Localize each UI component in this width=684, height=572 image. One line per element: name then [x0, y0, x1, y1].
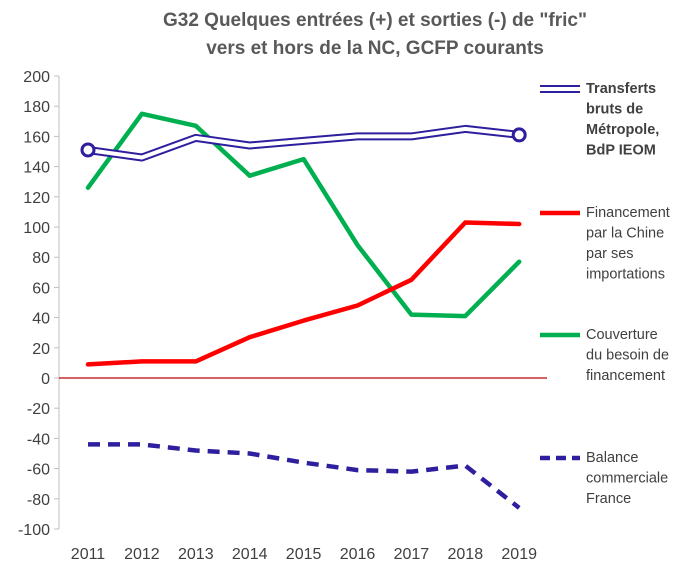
y-tick-label: -60 — [27, 462, 50, 479]
series-line — [85, 220, 522, 367]
y-tick-label: 120 — [23, 190, 50, 207]
y-tick-label: 60 — [32, 280, 50, 297]
x-tick-label: 2011 — [71, 546, 106, 563]
y-tick-label: -100 — [18, 522, 50, 539]
legend-label: bruts de — [586, 102, 643, 118]
legend-label: importations — [586, 267, 665, 283]
chart-title-line-2: vers et hors de la NC, GCFP courants — [206, 38, 544, 59]
y-tick-label: 160 — [23, 129, 50, 146]
chart-title-line-1: G32 Quelques entrées (+) et sorties (-) … — [163, 10, 587, 31]
y-tick-label: 80 — [32, 250, 50, 267]
series-1 — [85, 220, 522, 367]
series-0 — [80, 124, 527, 162]
legend-item-1: Financement par la Chine par ses importatio… — [540, 205, 670, 283]
x-tick-label: 2015 — [286, 546, 322, 563]
legend-label: commerciale — [586, 471, 668, 487]
x-tick-label: 2017 — [394, 546, 430, 563]
series-line — [85, 111, 522, 319]
legend: Transferts bruts de Métropole, BdP IEOM Fina… — [540, 81, 670, 507]
y-tick-label: 20 — [32, 341, 50, 358]
x-tick-label: 2012 — [124, 546, 160, 563]
legend-label: par la Chine — [586, 226, 664, 242]
legend-label: Transferts — [586, 81, 656, 97]
legend-label: du besoin de — [586, 348, 669, 364]
data-point — [511, 127, 527, 143]
x-tick-label: 2013 — [178, 546, 214, 563]
y-tick-label: -80 — [27, 492, 50, 509]
series-3 — [88, 442, 521, 510]
y-tick-label: 200 — [23, 69, 50, 86]
x-tick-label: 2019 — [501, 546, 537, 563]
y-tick-label: 0 — [41, 371, 50, 388]
x-tick-label: 2016 — [340, 546, 376, 563]
legend-label: BdP IEOM — [586, 143, 656, 159]
y-tick-label: 140 — [23, 160, 50, 177]
y-tick-label: 180 — [23, 99, 50, 116]
legend-label: France — [586, 491, 631, 507]
x-tick-label: 2018 — [448, 546, 484, 563]
legend-item-0: Transferts bruts de Métropole, BdP IEOM — [540, 81, 659, 159]
axes: 200180160140120100806040200-20-40-60-80-… — [18, 69, 547, 563]
y-tick-label: -40 — [27, 431, 50, 448]
x-tick-label: 2014 — [232, 546, 268, 563]
series-line-inner — [86, 126, 522, 160]
y-tick-label: -20 — [27, 401, 50, 418]
y-tick-label: 100 — [23, 220, 50, 237]
series-2 — [85, 111, 522, 319]
data-point — [80, 142, 96, 158]
legend-label: Financement — [586, 205, 670, 221]
legend-item-3: Balance commerciale France — [540, 450, 668, 507]
legend-label: Couverture — [586, 327, 658, 343]
legend-label: par ses — [586, 246, 634, 262]
y-tick-label: 40 — [32, 311, 50, 328]
legend-item-2: Couverture du besoin de financement — [540, 327, 669, 384]
legend-label: Métropole, — [586, 122, 659, 138]
series-layer — [80, 111, 527, 510]
series-line — [88, 442, 521, 510]
legend-label: Balance — [586, 450, 638, 466]
legend-label: financement — [586, 368, 665, 384]
